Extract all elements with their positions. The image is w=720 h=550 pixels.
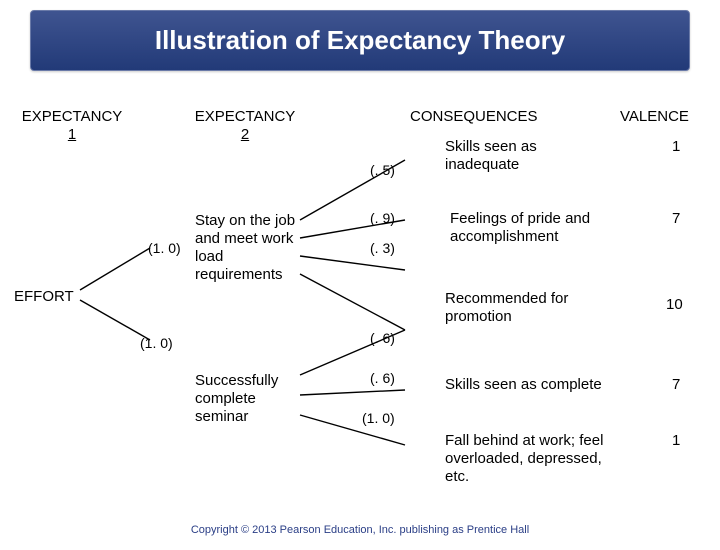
header-consequences: CONSEQUENCES	[410, 108, 538, 126]
prob-a-c1: (. 5)	[370, 162, 395, 179]
prob-a-c3: (. 3)	[370, 240, 395, 257]
node-effort: EFFORT	[14, 288, 74, 306]
consequence-5: Fall behind at work; feel overloaded, de…	[445, 432, 625, 486]
valence-2: 7	[672, 210, 680, 228]
valence-3: 10	[666, 296, 683, 314]
consequence-2: Feelings of pride and accomplishment	[450, 210, 620, 246]
header-expectancy-2-top: EXPECTANCY	[195, 108, 296, 125]
prob-b-c3: (. 6)	[370, 330, 395, 347]
header-expectancy-1-sub: 1	[12, 126, 132, 144]
prob-a-c2: (. 9)	[370, 210, 395, 227]
header-expectancy-1: EXPECTANCY 1	[12, 108, 132, 144]
header-expectancy-2: EXPECTANCY 2	[185, 108, 305, 144]
header-expectancy-1-top: EXPECTANCY	[22, 108, 123, 125]
footer-copyright: Copyright © 2013 Pearson Education, Inc.…	[0, 524, 720, 536]
prob-effort-b: (1. 0)	[140, 335, 173, 352]
consequence-1: Skills seen as inadequate	[445, 138, 605, 174]
header-valence: VALENCE	[620, 108, 689, 126]
valence-1: 1	[672, 138, 680, 156]
consequence-3: Recommended for promotion	[445, 290, 615, 326]
valence-5: 1	[672, 432, 680, 450]
prob-b-c4: (. 6)	[370, 370, 395, 387]
valence-4: 7	[672, 376, 680, 394]
consequence-4: Skills seen as complete	[445, 376, 605, 394]
prob-effort-a: (1. 0)	[148, 240, 181, 257]
node-outcome-b: Successfully complete seminar	[195, 372, 305, 426]
node-outcome-a: Stay on the job and meet work load requi…	[195, 212, 305, 284]
page-title: Illustration of Expectancy Theory	[30, 10, 690, 71]
header-expectancy-2-sub: 2	[185, 126, 305, 144]
prob-b-c5: (1. 0)	[362, 410, 395, 427]
